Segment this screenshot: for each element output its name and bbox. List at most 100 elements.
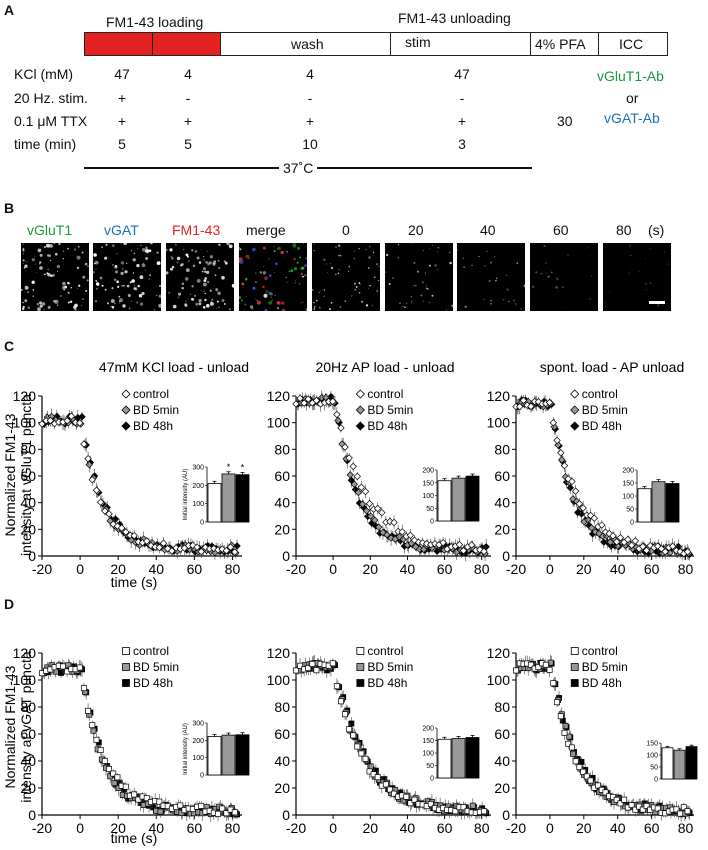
micrograph-label: 0: [342, 222, 350, 238]
data-point: [561, 729, 568, 736]
data-point: [455, 540, 464, 549]
legend-marker: [355, 405, 365, 415]
legend-label: control: [582, 644, 618, 658]
data-point: [90, 727, 97, 734]
data-point: [193, 543, 201, 551]
data-point: [568, 477, 576, 486]
legend-label: control: [582, 387, 618, 401]
micrograph-image: [239, 243, 307, 311]
micrograph-label: vGluT1: [27, 222, 73, 238]
inset-bar: [637, 488, 652, 523]
data-point: [459, 546, 468, 555]
data-point: [106, 766, 112, 772]
data-point: [557, 449, 565, 457]
data-point: [313, 667, 320, 674]
data-point: [587, 524, 596, 532]
data-point: [566, 733, 573, 740]
data-point: [643, 803, 650, 809]
pfa-box: 4% PFA: [530, 32, 600, 56]
data-point: [215, 810, 221, 817]
temperature-label: 37˚C: [279, 160, 318, 176]
data-point: [613, 538, 621, 546]
x-tick-label: 20: [362, 561, 378, 577]
y-tick-label: 40: [20, 753, 36, 769]
data-point: [177, 802, 184, 809]
data-point: [197, 547, 205, 556]
inset-y-tick-label: 0: [430, 519, 434, 526]
data-point: [602, 789, 609, 796]
x-tick-label: -20: [506, 820, 526, 836]
wash-box: wash: [220, 32, 392, 56]
data-point: [334, 416, 342, 425]
legend-label: BD 48h: [367, 676, 407, 690]
data-point: [632, 806, 639, 813]
y-tick-label: 120: [13, 388, 37, 404]
y-tick-label: 80: [494, 699, 510, 715]
data-point: [519, 396, 528, 405]
inset-y-tick-label: 0: [200, 773, 204, 780]
y-tick-label: 20: [274, 780, 290, 796]
data-point: [309, 660, 316, 667]
data-point: [423, 540, 431, 548]
x-tick-label: 20: [110, 561, 126, 577]
legend-marker: [121, 389, 131, 399]
data-point: [362, 507, 371, 515]
data-point: [358, 750, 365, 757]
data-point: [156, 798, 163, 805]
data-point: [345, 454, 353, 462]
data-point: [375, 523, 383, 531]
data-point: [122, 528, 130, 536]
data-point: [590, 514, 599, 522]
d-ylabel-1: Normalized FM1-43: [2, 665, 18, 788]
inset-y-tick-label: 0: [630, 520, 634, 527]
x-tick-label: 0: [329, 561, 337, 577]
y-tick-label: 40: [274, 753, 290, 769]
inset-bar: [673, 749, 686, 780]
data-point: [305, 665, 312, 672]
micrograph-label: vGAT: [104, 222, 139, 238]
y-tick-label: 120: [267, 645, 291, 661]
legend-label: control: [133, 387, 169, 401]
inset-y-tick-label: 0: [654, 777, 658, 784]
x-tick-label: 60: [437, 561, 453, 577]
legend-label: control: [133, 644, 169, 658]
micrograph-image: [457, 243, 525, 311]
inset-bar: [661, 747, 674, 780]
y-tick-label: 120: [13, 645, 37, 661]
data-point: [337, 424, 345, 432]
x-tick-label: 60: [187, 820, 203, 836]
data-point: [362, 755, 369, 762]
condition-cell: +: [305, 113, 315, 129]
d-xlabel: time (s): [111, 830, 158, 846]
data-point: [677, 810, 684, 817]
y-tick-label: 0: [28, 807, 36, 823]
x-tick-label: 60: [187, 561, 203, 577]
legend-marker: [356, 647, 365, 655]
data-point: [387, 786, 393, 793]
inset-ylabel: Initial intensity (AU): [183, 469, 189, 521]
c-ylabel-1: Normalized FM1-43: [2, 413, 18, 536]
data-point: [560, 461, 569, 470]
y-tick-label: 120: [487, 645, 511, 661]
data-point: [680, 804, 687, 811]
legend-label: BD 48h: [582, 419, 622, 433]
legend-label: BD 5min: [582, 660, 628, 674]
data-point: [564, 475, 572, 483]
data-point: [365, 499, 374, 508]
data-point: [350, 732, 357, 739]
x-tick-label: 80: [225, 561, 241, 577]
data-point: [76, 419, 84, 427]
y-tick-label: 80: [274, 699, 290, 715]
condition-cell: 10: [302, 136, 318, 152]
data-point: [109, 520, 117, 528]
c-xlabel: time (s): [111, 574, 158, 590]
data-point: [639, 806, 646, 813]
data-point: [80, 440, 88, 448]
data-point: [346, 471, 354, 479]
legend-label: BD 5min: [582, 403, 628, 417]
chart-title: spont. load - AP unload: [540, 359, 685, 375]
panel-letter-b: B: [4, 200, 15, 216]
x-tick-label: 0: [546, 561, 554, 577]
chart-title: 47mM KCl load - unload: [99, 359, 249, 375]
data-point: [80, 685, 87, 692]
